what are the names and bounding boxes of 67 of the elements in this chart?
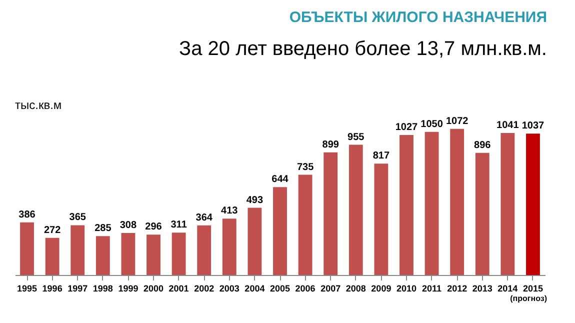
data-label: 1027	[395, 122, 418, 133]
bar	[248, 208, 262, 275]
x-tick-label: 1996	[42, 284, 62, 294]
x-tick-label: 2000	[143, 284, 164, 294]
data-label: 413	[221, 206, 238, 217]
chart-subtitle: За 20 лет введено более 13,7 млн.кв.м.	[179, 38, 547, 60]
bar	[20, 222, 34, 275]
bar	[424, 132, 439, 275]
x-tick-label: 2009	[371, 284, 392, 294]
x-tick-label: 2010	[396, 284, 417, 294]
x-tick-label: 2012	[447, 284, 468, 294]
x-tick-label: 2006	[295, 284, 316, 294]
x-tick-label: 2003	[219, 284, 240, 294]
x-tick-label: 2001	[168, 284, 189, 294]
x-tick-label: 2014	[498, 284, 518, 294]
x-tick-label: 2005	[270, 284, 290, 294]
x-tick-label: 2007	[320, 284, 341, 294]
bar	[324, 152, 338, 275]
data-label: 644	[272, 174, 289, 186]
bar	[374, 164, 388, 275]
x-tick-label: 2013	[472, 284, 492, 294]
x-tick-label: 1995	[17, 284, 38, 294]
data-label: 899	[322, 139, 340, 150]
bar	[450, 128, 464, 275]
bar	[146, 234, 160, 275]
x-tick-label: 1999	[118, 284, 138, 294]
data-label: 308	[120, 220, 137, 231]
bar	[400, 134, 414, 275]
bar	[45, 238, 60, 275]
bar	[348, 144, 363, 275]
data-label: 285	[94, 223, 112, 234]
bar	[222, 218, 236, 275]
data-label: 896	[474, 140, 492, 151]
bar	[197, 225, 212, 275]
data-label: 364	[196, 212, 213, 224]
data-label: 1072	[446, 116, 469, 127]
bar	[500, 133, 515, 275]
text: (прогноз)	[510, 294, 548, 303]
x-tick-label: 2011	[422, 284, 442, 294]
x-tick-label: 2008	[346, 284, 366, 294]
chart-title: ОБЪЕКТЫ ЖИЛОГО НАЗНАЧЕНИЯ	[289, 9, 547, 26]
data-label: 1041	[496, 120, 520, 132]
x-tick-label: 2015	[522, 284, 543, 294]
bar	[172, 232, 186, 275]
data-label: 493	[246, 194, 264, 206]
data-label: 311	[170, 220, 188, 231]
data-label: 1037	[522, 120, 545, 132]
x-tick-label: 1998	[92, 284, 113, 294]
bar	[70, 225, 85, 275]
data-label: 386	[18, 209, 36, 220]
data-label: 296	[145, 222, 162, 233]
data-label: 817	[372, 150, 390, 162]
data-label: 735	[296, 162, 314, 173]
data-label: 1050	[420, 118, 444, 130]
x-tick-label: 2002	[194, 284, 214, 294]
data-label: 955	[348, 132, 365, 143]
bar	[475, 152, 490, 275]
x-tick-label: 1997	[68, 284, 88, 294]
bar	[526, 134, 540, 275]
bar	[273, 187, 287, 275]
x-tick-label: 2004	[244, 284, 265, 294]
bar	[121, 233, 136, 275]
bar	[298, 174, 312, 275]
data-label: 365	[69, 212, 86, 224]
data-label: 272	[44, 224, 62, 236]
bar	[96, 236, 110, 275]
y-axis-title: тыс.кв.м	[15, 98, 62, 112]
